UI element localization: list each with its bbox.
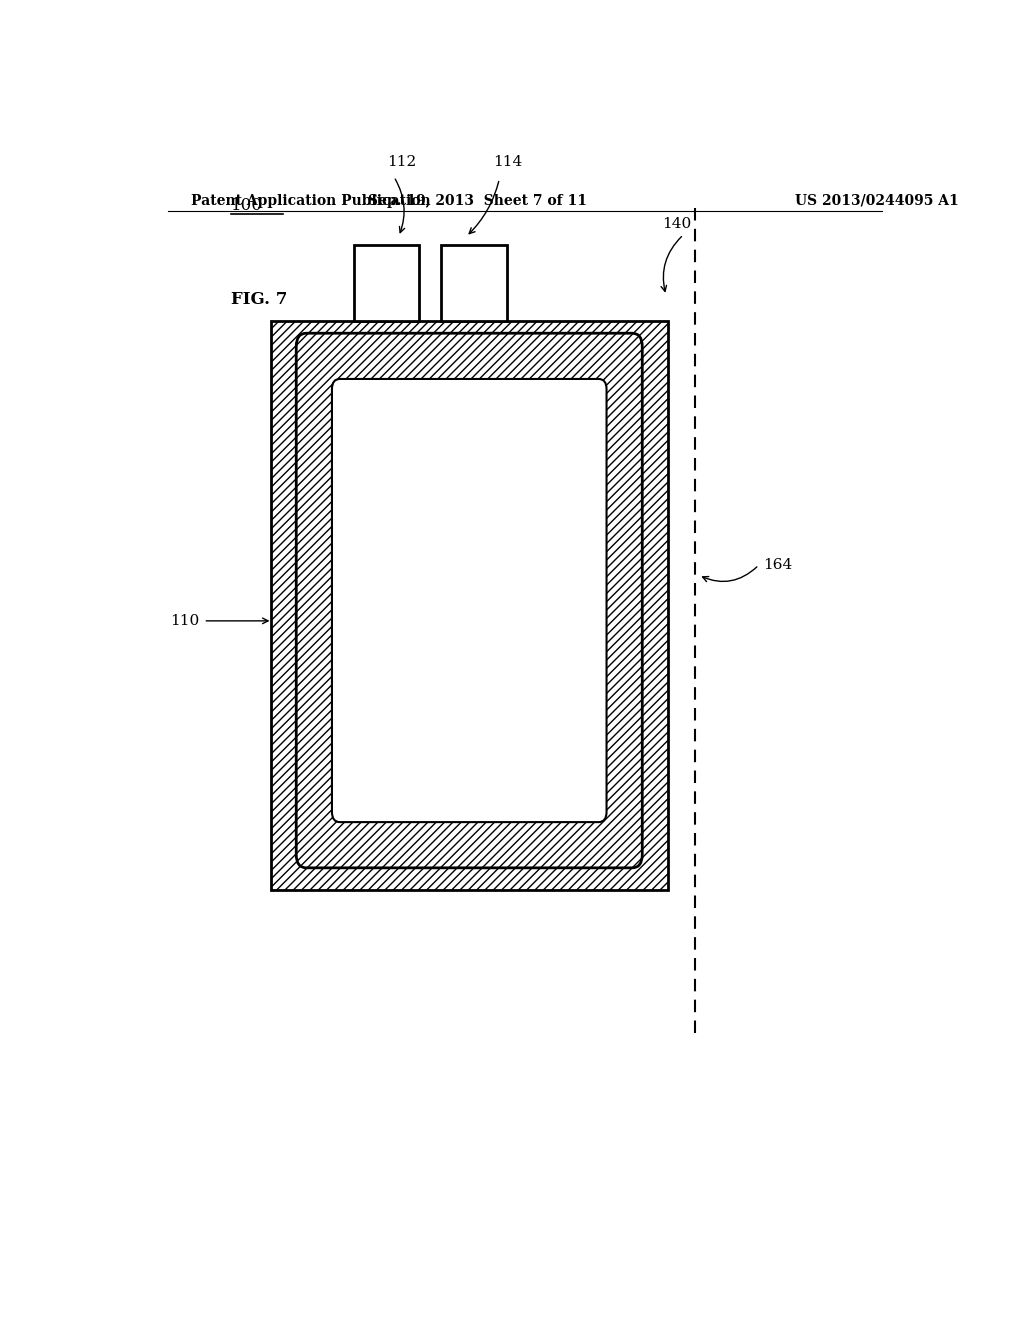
Text: US 2013/0244095 A1: US 2013/0244095 A1 [795, 194, 958, 209]
FancyBboxPatch shape [332, 379, 606, 822]
Text: FIG. 7: FIG. 7 [231, 290, 288, 308]
FancyBboxPatch shape [296, 333, 642, 867]
Text: 100: 100 [231, 197, 263, 214]
Bar [270, 321, 668, 890]
Text: Patent Application Publication: Patent Application Publication [191, 194, 431, 209]
Text: 140: 140 [663, 218, 691, 231]
Bar [441, 244, 507, 321]
Text: 110: 110 [170, 614, 200, 628]
Text: 112: 112 [387, 154, 417, 169]
Text: 114: 114 [493, 154, 522, 169]
Text: Sep. 19, 2013  Sheet 7 of 11: Sep. 19, 2013 Sheet 7 of 11 [368, 194, 587, 209]
Text: 164: 164 [763, 558, 793, 572]
Bar [354, 244, 419, 321]
